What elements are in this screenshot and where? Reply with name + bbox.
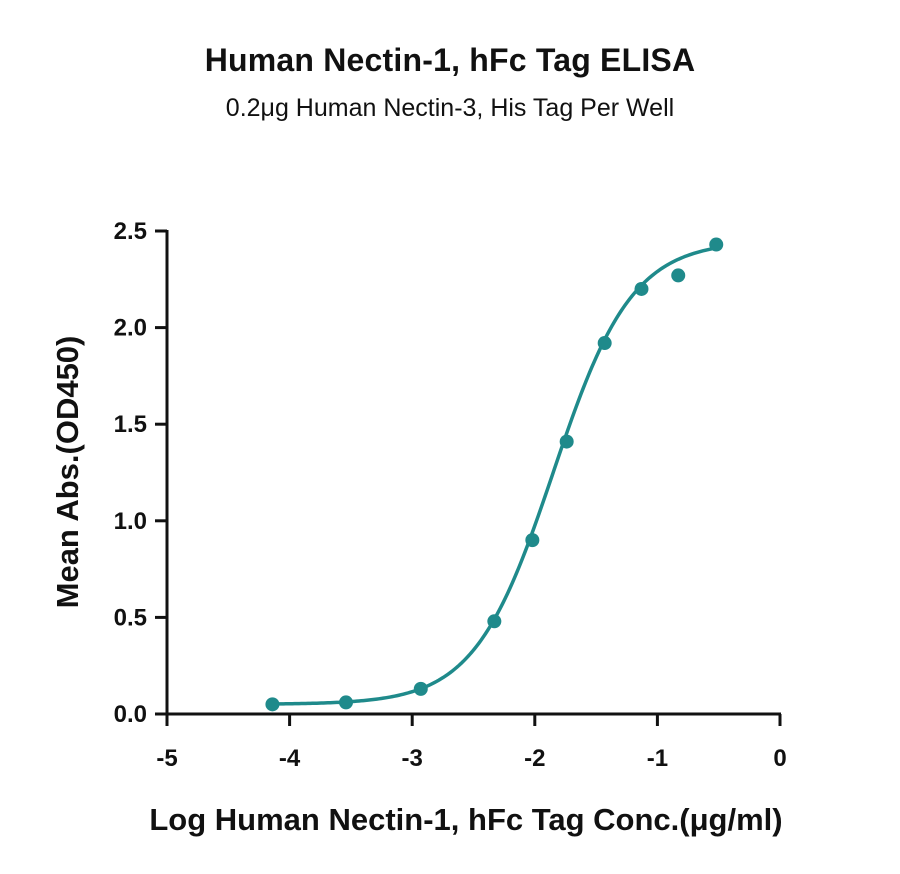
data-point: [634, 281, 649, 296]
x-tick-label: -1: [647, 745, 668, 772]
y-axis-label: Mean Abs.(OD450): [50, 336, 85, 609]
x-tick-label: -3: [402, 745, 423, 772]
x-tick-label: -4: [279, 745, 301, 772]
x-tick-label: -5: [156, 745, 177, 772]
data-point: [413, 681, 428, 696]
chart-subtitle: 0.2μg Human Nectin-3, His Tag Per Well: [225, 94, 675, 122]
data-point: [559, 434, 574, 449]
data-point: [338, 695, 353, 710]
data-point: [709, 237, 724, 252]
y-tick-label: 0.0: [114, 701, 147, 728]
y-tick-label: 1.5: [114, 411, 147, 438]
x-tick-label: -2: [524, 745, 545, 772]
data-point: [671, 268, 686, 283]
x-tick-label: 0: [773, 745, 786, 772]
y-tick-label: 1.0: [114, 508, 147, 535]
fit-curve: [270, 246, 718, 706]
chart-title: Human Nectin-1, hFc Tag ELISA: [204, 42, 696, 78]
data-point: [265, 697, 280, 712]
data-point: [487, 614, 502, 629]
y-tick-label: 2.0: [114, 315, 147, 342]
x-axis-label: Log Human Nectin-1, hFc Tag Conc.(μg/ml): [149, 802, 782, 837]
data-point: [525, 533, 540, 548]
y-tick-label: 2.5: [114, 218, 147, 245]
data-point: [597, 336, 612, 351]
y-tick-label: 0.5: [114, 604, 147, 631]
